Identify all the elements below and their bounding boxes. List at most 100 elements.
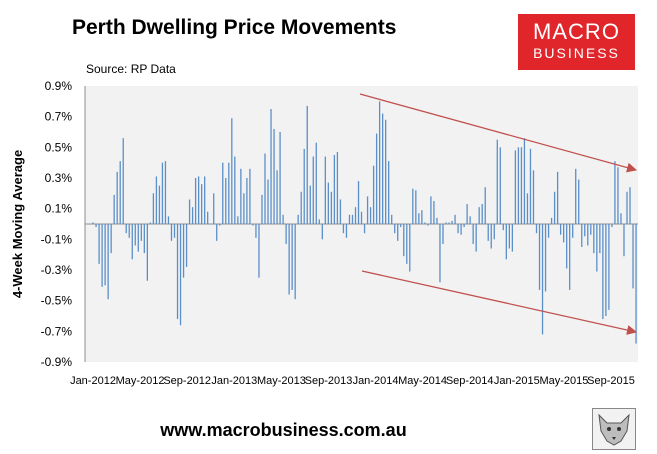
bar [572, 224, 574, 238]
y-axis-label: 4-Week Moving Average [10, 150, 25, 298]
y-tick-labels: 0.9% 0.7% 0.5% 0.3% 0.1% -0.1% -0.3% -0.5% -0.7%… [41, 79, 73, 369]
bar [623, 224, 625, 257]
x-tick-label: Jan-2013 [211, 375, 257, 387]
bar [541, 224, 544, 335]
bar [179, 224, 182, 326]
bar [493, 224, 495, 240]
bar [216, 224, 218, 241]
bar [210, 224, 212, 225]
bar [228, 162, 230, 224]
bar [225, 178, 227, 224]
bar [167, 216, 170, 224]
bar [258, 224, 260, 278]
bar [593, 224, 595, 254]
bar [197, 176, 200, 224]
bar [173, 224, 176, 238]
lower-trend-arrow [361, 270, 637, 335]
bar [535, 224, 538, 234]
bar [578, 179, 580, 224]
bar [125, 224, 127, 234]
bar [436, 217, 438, 224]
y-tick-label: -0.5% [41, 294, 73, 308]
bar [282, 214, 284, 224]
bar [348, 214, 351, 224]
bar [454, 214, 456, 224]
bar [113, 194, 115, 224]
bar [608, 224, 610, 310]
bar [191, 207, 194, 224]
bar [273, 128, 275, 224]
bar [508, 224, 510, 249]
bar [397, 224, 399, 241]
footer-url: www.macrobusiness.com.au [160, 420, 407, 440]
x-tick-label: May-2015 [539, 375, 588, 387]
bar [345, 224, 348, 238]
bar [324, 156, 326, 224]
bar [137, 224, 139, 252]
bar [279, 132, 281, 224]
bar [372, 165, 375, 224]
bar [394, 224, 396, 234]
bar [523, 138, 526, 224]
bar [415, 190, 417, 224]
bar [122, 138, 124, 224]
bar [596, 224, 598, 272]
bar [249, 168, 251, 224]
bar [98, 224, 100, 264]
bar [291, 224, 293, 290]
bar [439, 224, 441, 283]
x-tick-label: Sep-2014 [446, 375, 494, 387]
bar [363, 224, 366, 234]
bar [143, 224, 145, 254]
bar [194, 178, 197, 224]
x-tick-label: Jan-2015 [494, 375, 540, 387]
bar [213, 193, 215, 224]
bar [164, 161, 167, 224]
bar [188, 199, 191, 224]
upper-trend-arrow [359, 93, 637, 173]
bar [270, 109, 272, 224]
bar [511, 224, 514, 252]
bar [303, 148, 305, 224]
bar [366, 196, 369, 224]
bar [487, 224, 489, 241]
footer-url-wrap: www.macrobusiness.com.au [0, 420, 657, 441]
bar [104, 224, 106, 286]
bar [246, 178, 248, 224]
bar [614, 161, 616, 224]
bar [382, 113, 384, 224]
bar [517, 147, 520, 224]
x-tick-label: May-2014 [398, 375, 447, 387]
bar [590, 224, 592, 235]
bar [632, 224, 634, 289]
bar [110, 224, 112, 254]
y-tick-label: -0.1% [41, 232, 73, 246]
bar [599, 224, 601, 254]
bar [427, 224, 429, 226]
bar [309, 185, 311, 224]
bar [460, 224, 462, 235]
bar [499, 147, 501, 224]
bar [95, 224, 97, 228]
bar [354, 207, 357, 224]
bar [152, 193, 155, 224]
wolf-icon [592, 408, 636, 450]
bar [430, 196, 432, 224]
bar [550, 217, 553, 224]
bar [312, 156, 314, 224]
bar [538, 224, 541, 290]
bar [306, 105, 308, 224]
bar [448, 222, 450, 224]
y-tick-label: 0.1% [45, 202, 73, 216]
bar [267, 179, 269, 224]
y-tick-label: -0.3% [41, 263, 73, 277]
bar [149, 222, 152, 224]
bar [342, 224, 345, 234]
bar [297, 214, 299, 224]
bar [547, 224, 550, 238]
bar-series [92, 101, 637, 344]
bar [472, 224, 474, 244]
bar [351, 214, 354, 224]
bar [369, 207, 372, 224]
